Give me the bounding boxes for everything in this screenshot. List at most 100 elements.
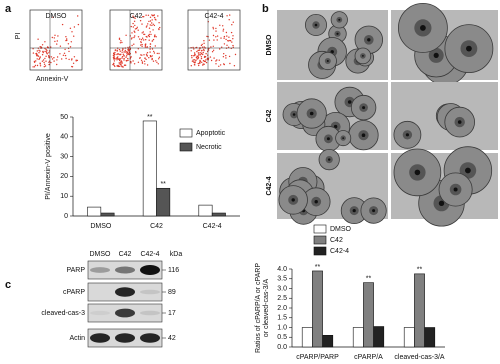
legend-swatch xyxy=(179,128,193,138)
bar xyxy=(312,270,323,348)
cell-dot xyxy=(152,38,155,41)
cell-dot xyxy=(158,52,160,55)
blot-protein: Actin xyxy=(69,335,85,342)
cell-dot xyxy=(151,40,154,42)
cell-dot xyxy=(44,57,46,60)
blot-protein: cPARP xyxy=(63,289,85,296)
cell-dot xyxy=(36,58,38,60)
cell-dot xyxy=(222,30,224,32)
y-axis-label: PI/Annexin-V positive xyxy=(45,133,52,200)
cell-dot xyxy=(124,51,127,53)
cell-dot xyxy=(146,64,149,66)
cell-dot xyxy=(37,55,40,57)
cell-dot xyxy=(141,62,144,64)
cell-dot xyxy=(123,54,125,57)
cell-dot xyxy=(144,33,146,36)
cell-dot xyxy=(39,50,41,52)
cell-dot xyxy=(222,28,225,30)
cell-dot xyxy=(113,54,115,57)
cell-dot xyxy=(52,16,54,18)
cell-dot xyxy=(232,35,234,37)
cell-dot xyxy=(64,54,67,57)
cell-dot xyxy=(132,26,134,28)
cell-dot xyxy=(205,61,208,64)
cell-dot xyxy=(50,61,52,64)
cell-dot xyxy=(134,24,136,27)
cell-dot xyxy=(153,24,156,27)
em-nucleolus xyxy=(362,55,364,57)
cell-dot xyxy=(132,15,134,17)
x-tick-label: C42 xyxy=(150,223,163,230)
cell-dot xyxy=(141,37,144,39)
cell-dot xyxy=(65,39,67,42)
y-axis-label: Ratios of cPARP/A or cPARP xyxy=(255,263,262,353)
cell-dot xyxy=(190,50,192,52)
cell-dot xyxy=(192,61,195,63)
cell-dot xyxy=(201,46,204,48)
cell-dot xyxy=(149,16,152,18)
cell-dot xyxy=(36,53,38,56)
cell-dot xyxy=(134,35,136,37)
cell-dot xyxy=(149,45,151,48)
cell-dot xyxy=(199,61,201,63)
cell-dot xyxy=(153,50,155,53)
cell-dot xyxy=(149,43,152,45)
significance: ** xyxy=(315,264,321,271)
cell-dot xyxy=(43,63,46,65)
cell-dot xyxy=(144,45,147,47)
cell-dot xyxy=(228,19,230,21)
cell-dot xyxy=(148,20,150,23)
cell-dot xyxy=(232,38,234,40)
cell-dot xyxy=(148,35,151,38)
cell-dot xyxy=(113,62,115,64)
x-tick-label: cleaved-cas-3/A xyxy=(394,354,445,361)
cell-dot xyxy=(46,53,48,55)
cell-dot xyxy=(202,53,204,56)
cell-dot xyxy=(226,35,228,37)
cell-dot xyxy=(45,48,47,51)
cell-dot xyxy=(114,49,117,51)
em-nucleolus xyxy=(291,198,295,202)
cell-dot xyxy=(202,51,204,54)
em-nucleolus xyxy=(367,38,371,42)
cell-dot xyxy=(120,40,122,42)
cell-dot xyxy=(193,48,195,50)
cell-dot xyxy=(73,56,76,58)
cell-dot xyxy=(202,64,204,66)
em-nucleolus xyxy=(292,113,296,116)
cell-dot xyxy=(208,39,211,41)
cell-dot xyxy=(77,15,79,17)
cell-dot xyxy=(65,57,67,60)
cell-dot xyxy=(118,58,121,60)
cell-dot xyxy=(42,59,45,61)
significance: ** xyxy=(160,181,166,188)
cell-dot xyxy=(216,39,218,41)
cell-dot xyxy=(230,31,233,34)
flow-condition: C42 xyxy=(130,13,143,20)
cell-dot xyxy=(33,66,36,68)
cell-dot xyxy=(225,38,227,41)
cell-dot xyxy=(145,35,147,38)
cell-dot xyxy=(204,56,206,58)
cell-dot xyxy=(227,40,229,42)
cell-dot xyxy=(231,41,233,43)
cell-dot xyxy=(141,23,143,25)
em-nucleolus xyxy=(326,137,330,141)
cell-dot xyxy=(139,20,142,22)
em-nucleolus xyxy=(347,100,352,104)
cell-dot xyxy=(125,60,128,62)
cell-dot xyxy=(61,23,64,26)
cell-dot xyxy=(203,40,205,42)
cell-dot xyxy=(215,60,217,62)
cell-dot xyxy=(77,23,80,26)
cell-dot xyxy=(35,52,38,55)
cell-dot xyxy=(231,24,233,26)
y-tick-label: 0.0 xyxy=(277,344,287,351)
cell-dot xyxy=(229,62,231,65)
bar xyxy=(198,204,213,217)
cell-dot xyxy=(118,38,121,40)
cell-dot xyxy=(198,53,200,56)
cell-dot xyxy=(46,49,48,52)
cell-dot xyxy=(141,32,143,34)
cell-dot xyxy=(201,43,203,46)
